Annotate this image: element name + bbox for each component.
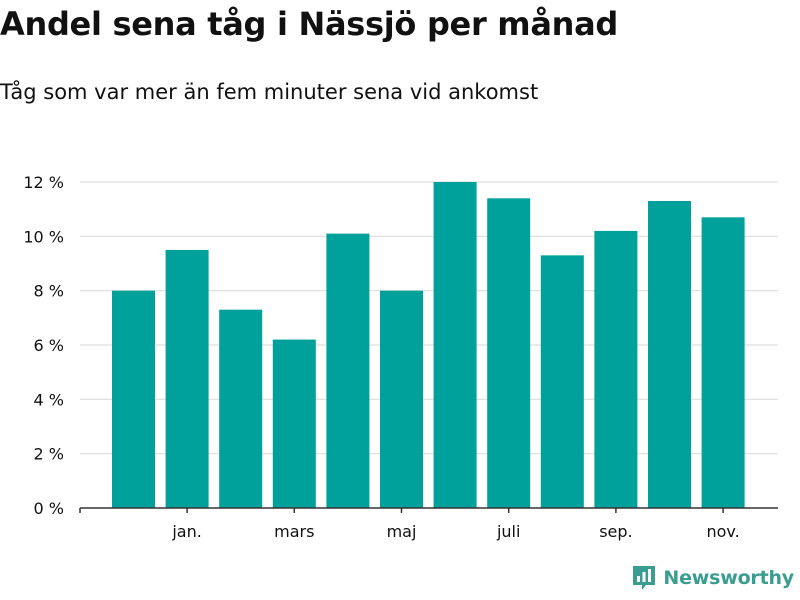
bar[interactable]: feb.: 7.3 % (219, 309, 263, 508)
x-tick-label: sep. (599, 522, 632, 541)
bar[interactable]: jan.: 9.5 % (165, 249, 209, 508)
bars: dec.: 8 %jan.: 9.5 %feb.: 7.3 %mars: 6.2… (112, 182, 745, 509)
bar[interactable]: okt.: 11.3 % (648, 201, 691, 508)
x-tick-label: juli (496, 522, 520, 541)
tick-labels: 0 % 2 % 4 % 6 % 8 % 10 % 12 % jan. mars maj juli se… (23, 173, 739, 541)
brand-logo: Newsworthy (631, 564, 794, 592)
axes (79, 507, 778, 513)
bar[interactable]: apr.: 10.1 % (326, 233, 370, 508)
y-tick-label: 12 % (23, 173, 64, 192)
x-tick-label: maj (387, 522, 417, 541)
y-tick-label: 6 % (34, 336, 64, 355)
bar[interactable]: nov.: 10.7 % (701, 217, 745, 509)
x-tick-label: mars (274, 522, 314, 541)
x-tick-label: jan. (171, 522, 201, 541)
bar-chart-logo-icon (633, 566, 656, 590)
bar[interactable]: juni: 12 % (433, 182, 477, 508)
bar[interactable]: dec.: 8 % (112, 290, 155, 508)
y-tick-label: 0 % (34, 499, 64, 518)
bar[interactable]: mars: 6.2 % (272, 339, 316, 508)
bar[interactable]: aug.: 9.3 % (540, 255, 584, 508)
y-tick-label: 2 % (34, 445, 64, 464)
bar[interactable]: maj: 8 % (380, 290, 423, 508)
y-tick-label: 4 % (34, 390, 64, 409)
x-tick-label: nov. (706, 522, 739, 541)
chart-subtitle: Tåg som var mer än fem minuter sena vid … (0, 80, 539, 104)
brand-name: Newsworthy (663, 567, 794, 589)
y-tick-label: 8 % (34, 282, 64, 301)
chart-title: Andel sena tåg i Nässjö per månad (0, 5, 618, 43)
bar[interactable]: juli: 11.4 % (487, 198, 531, 509)
y-tick-label: 10 % (23, 227, 64, 246)
bar[interactable]: sep.: 10.2 % (594, 230, 638, 508)
